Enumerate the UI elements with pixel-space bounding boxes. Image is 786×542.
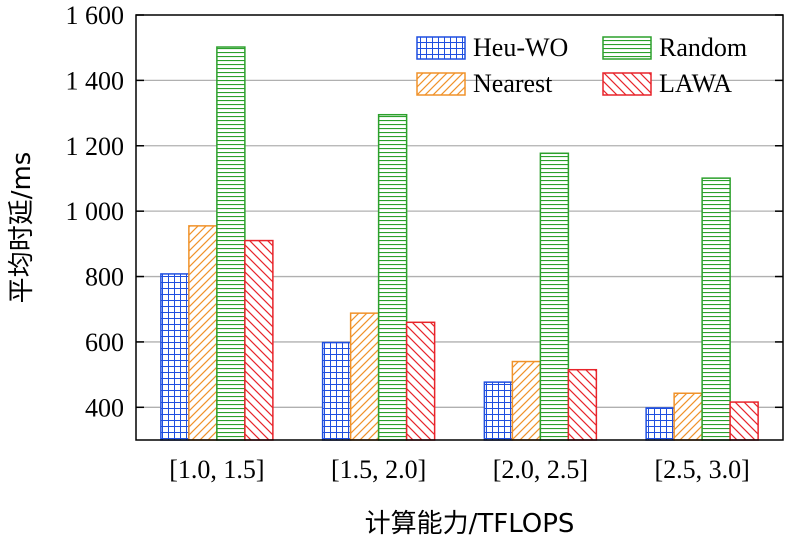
y-tick-label: 1 200: [66, 132, 125, 161]
bar-heu-wo-1: [160, 273, 190, 441]
legend-label: Nearest: [473, 69, 553, 98]
y-tick-label: 1 400: [66, 66, 125, 95]
legend-swatch: [416, 36, 466, 60]
y-tick-label: 800: [85, 263, 124, 292]
plot-frame: [135, 14, 784, 441]
bar-nearest-2: [349, 312, 380, 441]
legend: Heu-WO Random Nearest LAWA: [416, 33, 747, 98]
y-axis-ticks: 400 600 800 1 000 1 200 1 400 1 600: [66, 1, 783, 422]
legend-label: LAWA: [659, 69, 732, 98]
x-tick-label: [1.0, 1.5]: [169, 455, 264, 484]
legend-swatch: [602, 72, 652, 96]
bar-heu-wo-4: [645, 407, 675, 441]
x-tick-label: [1.5, 2.0]: [331, 455, 426, 484]
y-tick-label: 400: [85, 393, 124, 422]
y-tick-label: 1 600: [66, 1, 125, 30]
bar-random-1: [216, 46, 246, 441]
bar-lawa-1: [244, 239, 274, 441]
bar-random-4: [701, 177, 731, 441]
legend-label: Heu-WO: [473, 33, 568, 62]
x-axis-title: 计算能力/TFLOPS: [365, 509, 575, 539]
legend-swatch: [602, 36, 652, 60]
x-axis-ticks: [1.0, 1.5] [1.5, 2.0] [2.0, 2.5] [2.5, 3.0]: [169, 455, 750, 484]
bars: [160, 46, 759, 441]
bar-lawa-2: [405, 321, 436, 441]
x-tick-label: [2.0, 2.5]: [493, 455, 588, 484]
bar-heu-wo-2: [321, 341, 352, 441]
bar-lawa-3: [567, 368, 598, 441]
bar-random-3: [539, 152, 570, 441]
bar-lawa-4: [729, 401, 759, 441]
y-tick-label: 600: [85, 328, 124, 357]
legend-label: Random: [659, 33, 747, 62]
bar-nearest-1: [188, 225, 218, 441]
x-tick-label: [2.5, 3.0]: [654, 455, 749, 484]
y-tick-label: 1 000: [66, 197, 125, 226]
bar-nearest-3: [511, 360, 542, 441]
bar-random-2: [377, 113, 408, 441]
y-axis-title: 平均时延/ms: [7, 152, 37, 304]
legend-swatch: [416, 72, 466, 96]
bar-heu-wo-3: [483, 381, 514, 441]
bar-nearest-4: [673, 392, 703, 441]
